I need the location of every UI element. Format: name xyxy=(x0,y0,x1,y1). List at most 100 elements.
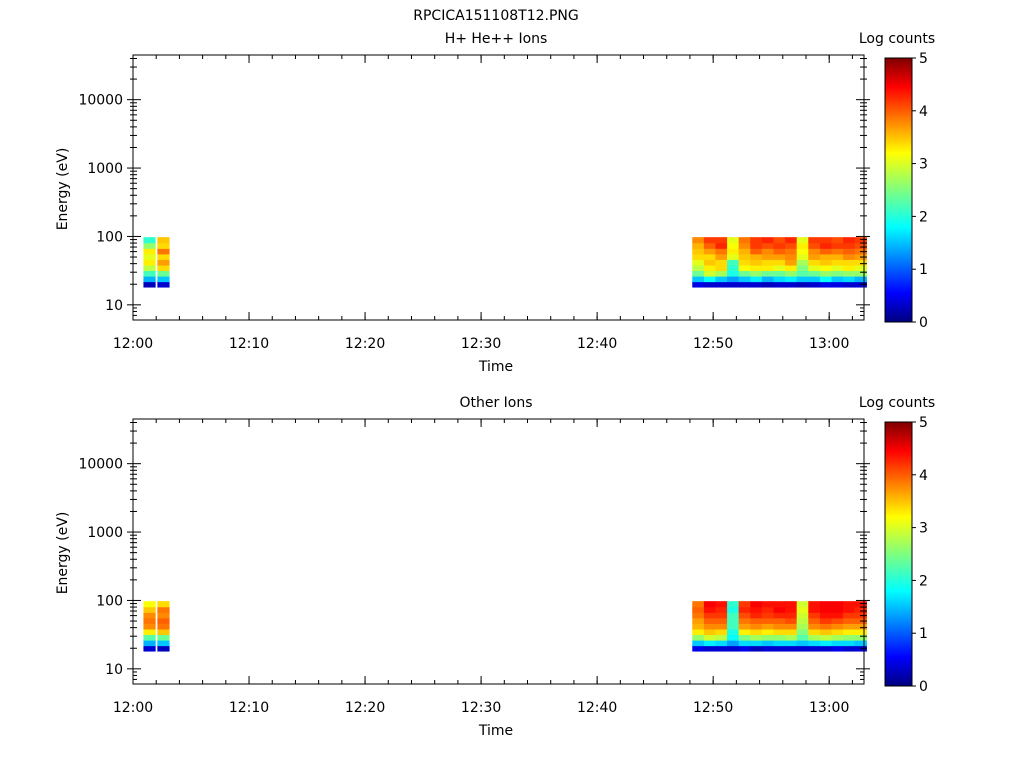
heatmap-cell xyxy=(703,237,717,244)
figure-title: RPCICA151108T12.PNG xyxy=(413,8,578,24)
heatmap-cell xyxy=(761,248,775,255)
colorbar-label: Log counts xyxy=(859,31,935,47)
y-tick-label: 10000 xyxy=(78,93,123,109)
colorbar-tick-label: 1 xyxy=(919,626,928,642)
heatmap-cell xyxy=(819,601,833,608)
y-tick-label: 100 xyxy=(96,593,123,609)
heatmap-cell xyxy=(692,628,705,636)
heatmap-cell xyxy=(692,281,705,288)
heatmap-cell xyxy=(157,242,170,249)
heatmap-cell xyxy=(819,623,833,630)
heatmap-cell xyxy=(692,606,705,613)
heatmap-cell xyxy=(819,634,833,641)
heatmap-cell xyxy=(750,276,763,283)
heatmap-cell xyxy=(143,259,156,266)
heatmap-cell xyxy=(785,242,798,249)
heatmap-cell xyxy=(785,606,798,613)
heatmap-cell xyxy=(727,601,740,608)
heatmap-cell xyxy=(843,242,856,249)
heatmap-cell xyxy=(796,237,809,244)
heatmap-cell xyxy=(692,640,705,647)
heatmap-cell xyxy=(831,259,844,266)
heatmap-cell xyxy=(854,601,867,608)
heatmap-cell xyxy=(773,601,786,608)
y-tick-label: 10 xyxy=(105,298,123,314)
heatmap-cell xyxy=(831,601,844,608)
heatmap-cell xyxy=(796,612,809,619)
heatmap-cell xyxy=(692,242,705,249)
heatmap-cell xyxy=(796,640,809,647)
heatmap-cell xyxy=(703,242,717,249)
heatmap-cell xyxy=(785,645,798,652)
heatmap-cell xyxy=(808,617,821,624)
heatmap-cell xyxy=(843,276,856,283)
heatmap-cell xyxy=(831,617,844,624)
heatmap-cell xyxy=(831,628,844,636)
x-tick-label: 12:50 xyxy=(693,336,733,352)
x-tick-label: 12:00 xyxy=(113,336,153,352)
heatmap-cell xyxy=(692,276,705,283)
colorbar xyxy=(884,57,913,323)
heatmap-cell xyxy=(808,645,821,652)
heatmap-cell xyxy=(715,617,728,624)
heatmap-cell xyxy=(843,248,856,255)
heatmap-cell xyxy=(738,237,751,244)
heatmap-cell xyxy=(715,634,728,641)
heatmap-cell xyxy=(143,623,156,630)
heatmap-cell xyxy=(703,634,717,641)
heatmap-cell xyxy=(750,281,763,288)
heatmap-cell xyxy=(715,645,728,652)
heatmap-cell xyxy=(761,253,775,260)
heatmap-cell xyxy=(854,623,867,630)
heatmap-cell xyxy=(727,606,740,613)
heatmap-cell xyxy=(773,281,786,288)
heatmap-cell xyxy=(157,612,170,619)
heatmap-cell xyxy=(157,601,170,608)
heatmap-cell xyxy=(773,276,786,283)
heatmap-cell xyxy=(157,237,170,244)
heatmap-cell xyxy=(143,640,156,647)
colorbar xyxy=(884,421,913,687)
heatmap-cell xyxy=(715,276,728,283)
heatmap-cell xyxy=(808,242,821,249)
heatmap-cell xyxy=(773,623,786,630)
heatmap-cell xyxy=(843,617,856,624)
heatmap-cell xyxy=(819,237,833,244)
heatmap-cell xyxy=(750,237,763,244)
heatmap-cell xyxy=(738,248,751,255)
heatmap-cell xyxy=(785,617,798,624)
heatmap-cell xyxy=(854,628,867,636)
heatmap-cell xyxy=(761,242,775,249)
heatmap-cell xyxy=(727,640,740,647)
panel-title: Other Ions xyxy=(459,395,532,411)
heatmap-cell xyxy=(750,601,763,608)
plot-frame xyxy=(132,418,865,685)
heatmap-cell xyxy=(843,270,856,277)
heatmap-cell xyxy=(854,242,867,249)
heatmap-cell xyxy=(750,264,763,272)
heatmap-cell xyxy=(715,640,728,647)
heatmap-cell xyxy=(727,237,740,244)
x-tick-label: 12:30 xyxy=(461,336,501,352)
heatmap-cell xyxy=(796,645,809,652)
heatmap-cell xyxy=(738,601,751,608)
heatmap-cell xyxy=(796,281,809,288)
heatmap-cell xyxy=(785,237,798,244)
heatmap-cell xyxy=(692,617,705,624)
heatmap-cell xyxy=(157,606,170,613)
heatmap-cell xyxy=(831,606,844,613)
heatmap-cell xyxy=(738,634,751,641)
heatmap-cell xyxy=(715,237,728,244)
heatmap-cell xyxy=(761,640,775,647)
heatmap-cell xyxy=(796,242,809,249)
heatmap-cell xyxy=(773,628,786,636)
x-tick-label: 13:00 xyxy=(809,700,849,716)
heatmap-cell xyxy=(854,259,867,266)
heatmap-cell xyxy=(727,253,740,260)
heatmap-cell xyxy=(831,270,844,277)
heatmap-cell xyxy=(785,281,798,288)
heatmap-cell xyxy=(692,645,705,652)
panel-h-he-ions: H+ He++ Ions 12:00 12:10 12:20 12:30 12:40 12… xyxy=(55,31,935,375)
x-tick-label: 12:30 xyxy=(461,700,501,716)
heatmap-cell xyxy=(738,628,751,636)
